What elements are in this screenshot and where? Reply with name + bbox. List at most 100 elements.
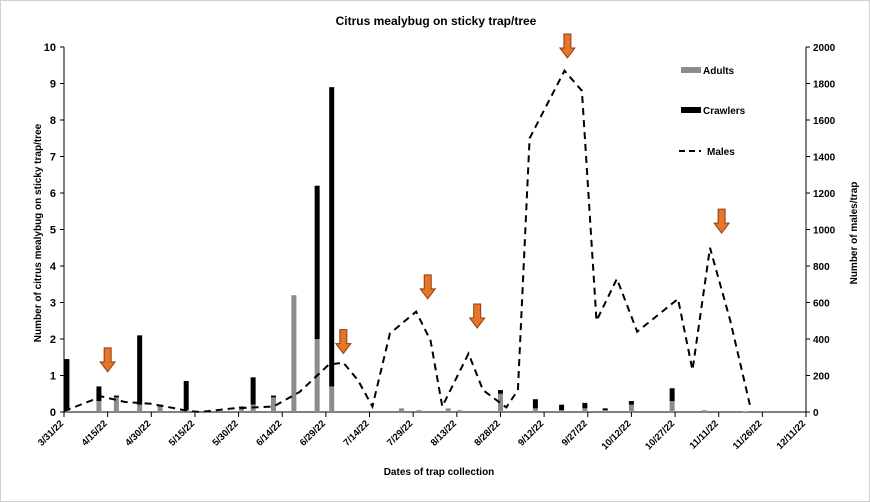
x-tick-label: 4/30/22 [123, 418, 153, 448]
bar-adults [271, 397, 277, 412]
x-tick-label: 6/14/22 [254, 418, 284, 448]
legend-crawlers-swatch [681, 107, 701, 113]
bar-adults [64, 410, 70, 412]
y-left-tick-label: 0 [50, 407, 56, 419]
bar-crawlers [113, 395, 119, 398]
bar-adults [445, 408, 451, 412]
bar-adults [669, 401, 675, 412]
bar-adults [113, 397, 119, 412]
x-tick-label: 9/27/22 [560, 418, 590, 448]
x-tick-label: 11/26/22 [731, 418, 765, 452]
arrow-marker [419, 274, 437, 300]
y-left-tick-label: 3 [50, 298, 56, 310]
arrow-markers [99, 33, 731, 373]
bar-adults [582, 408, 588, 412]
legend-adults-label: Adults [703, 66, 735, 77]
y-left-tick-label: 6 [50, 188, 56, 200]
bar-crawlers [669, 388, 675, 402]
bar-crawlers [96, 386, 102, 402]
bar-adults [137, 404, 143, 412]
y-right-tick-label: 800 [813, 262, 830, 273]
arrow-marker [558, 33, 576, 59]
y-right-tick-label: 1400 [813, 153, 836, 164]
y-left-tick-label: 7 [50, 152, 56, 164]
bar-adults [291, 295, 297, 412]
x-tick-label: 11/11/22 [688, 418, 721, 451]
y-right-tick-label: 200 [813, 372, 830, 383]
y-right-tick-label: 1600 [813, 116, 836, 127]
males-series [63, 68, 752, 414]
bar-adults [701, 410, 707, 412]
chart-title: Citrus mealybug on sticky trap/tree [336, 14, 537, 28]
legend-males-label: Males [707, 147, 735, 158]
bar-series [64, 87, 748, 412]
y-right-tick-label: 400 [813, 335, 830, 346]
x-axis-ticks: 3/31/22 4/15/22 4/30/22 5/15/22 5/30/22 6/14/… [36, 412, 808, 452]
bar-crawlers [64, 359, 70, 411]
x-tick-label: 10/27/22 [643, 418, 677, 452]
y-right-tick-label: 600 [813, 299, 830, 310]
arrow-marker [468, 303, 486, 329]
bar-crawlers [137, 335, 143, 405]
plot-area [63, 47, 807, 413]
bar-crawlers [628, 401, 634, 405]
bar-adults [497, 393, 503, 412]
bar-crawlers [183, 380, 189, 411]
bar-crawlers [271, 395, 277, 398]
bar-crawlers [602, 408, 608, 411]
bar-adults [238, 408, 244, 412]
bar-adults [329, 386, 335, 412]
x-tick-label: 6/29/22 [298, 418, 328, 448]
bar-crawlers [532, 399, 538, 409]
y-right-tick-label: 1200 [813, 189, 836, 200]
y-left-tick-label: 5 [50, 225, 56, 237]
y-left-tick-label: 9 [50, 79, 56, 91]
x-tick-label: 9/12/22 [516, 418, 546, 448]
y-left-tick-label: 4 [50, 261, 57, 273]
bar-adults [602, 410, 608, 412]
bar-crawlers [497, 390, 503, 394]
y-right-tick-label: 1000 [813, 226, 836, 237]
right-axis-ticks: 0 200 400 600 800 1000 1200 1400 1600 1800 2000 [806, 43, 836, 419]
x-tick-label: 10/12/22 [600, 418, 634, 452]
left-axis-ticks: 0 1 2 3 4 5 6 7 8 9 10 [44, 42, 64, 419]
bar-adults [96, 401, 102, 412]
x-tick-label: 3/31/22 [36, 418, 66, 448]
legend-adults-swatch [681, 67, 701, 73]
x-tick-label: 7/29/22 [385, 418, 415, 448]
bar-crawlers [329, 87, 335, 387]
bar-crawlers [559, 404, 565, 411]
bar-adults [457, 410, 463, 412]
y-right-tick-label: 2000 [813, 43, 836, 54]
males-line [63, 68, 752, 414]
bar-adults [157, 406, 163, 412]
x-tick-label: 7/14/22 [341, 418, 371, 448]
x-tick-label: 5/30/22 [211, 418, 241, 448]
bar-adults [399, 408, 405, 412]
y-left-tick-label: 10 [44, 42, 56, 54]
arrow-marker [99, 347, 117, 373]
bar-adults [559, 410, 565, 412]
y-left-tick-label: 8 [50, 115, 56, 127]
arrow-marker [713, 208, 731, 234]
y-axis-left-label: Number of citrus mealybug on sticky trap… [33, 123, 44, 342]
y-left-tick-label: 2 [50, 334, 56, 346]
x-axis-label: Dates of trap collection [384, 467, 495, 478]
x-tick-label: 5/15/22 [167, 418, 197, 448]
bar-adults [416, 410, 422, 412]
y-axis-right-label: Number of males/trap [849, 182, 860, 285]
bar-crawlers [314, 185, 320, 339]
x-tick-label: 12/11/22 [775, 418, 809, 452]
y-left-tick-label: 1 [50, 371, 56, 383]
y-right-tick-label: 0 [813, 408, 819, 419]
y-right-tick-label: 1800 [813, 80, 836, 91]
bar-adults [742, 411, 748, 412]
arrow-marker [334, 329, 352, 355]
x-tick-label: 4/15/22 [80, 418, 110, 448]
bar-crawlers [250, 377, 256, 405]
bar-adults [628, 404, 634, 412]
bar-adults [532, 408, 538, 412]
x-tick-label: 8/28/22 [472, 418, 502, 448]
